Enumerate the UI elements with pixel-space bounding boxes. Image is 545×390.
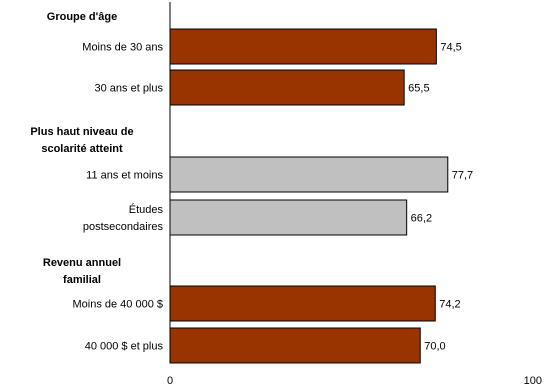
bar [169,285,436,322]
data-label: 74,5 [440,42,461,54]
bar [169,69,405,106]
group-label: scolarité atteint [41,143,123,155]
category-label: Moins de 30 ans [82,42,163,54]
data-label: 77,7 [452,170,473,182]
group-label: Plus haut niveau de [30,126,133,138]
bar [169,199,408,236]
bar [169,327,421,364]
group-label: Revenu annuel [43,257,121,269]
bar [169,28,437,65]
data-label: 74,2 [439,299,460,311]
category-label: 40 000 $ et plus [85,341,164,353]
bar [169,156,449,193]
x-tick-label: 0 [167,375,173,387]
category-label: 30 ans et plus [95,83,164,95]
x-tick-label: 100 [524,375,542,387]
group-label: Groupe d'âge [47,11,117,23]
data-label: 65,5 [408,83,429,95]
data-label: 66,2 [411,213,432,225]
category-label: 11 ans et moins [86,170,163,182]
category-label: Moins de 40 000 $ [72,299,163,311]
category-label: postsecondaires [83,221,164,233]
data-label: 70,0 [424,341,445,353]
group-label: familial [63,274,101,286]
category-label: Études [129,203,164,216]
